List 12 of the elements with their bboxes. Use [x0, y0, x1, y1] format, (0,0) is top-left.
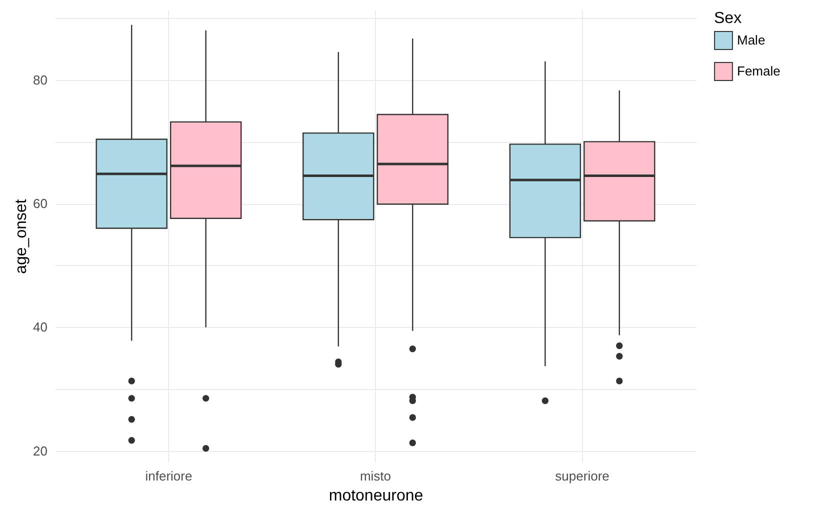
- x-tick-label: inferiore: [145, 468, 192, 484]
- x-axis-title: motoneurone: [328, 488, 424, 504]
- legend-label: Male: [737, 32, 766, 48]
- y-tick-label: 60: [33, 196, 48, 212]
- y-tick-label: 40: [33, 320, 48, 335]
- y-axis-title: age_onset: [13, 198, 30, 274]
- y-tick-label: 20: [33, 443, 48, 458]
- legend-title: Sex: [714, 10, 742, 27]
- legend-label: Female: [737, 64, 780, 78]
- y-tick-label: 80: [33, 72, 48, 88]
- x-tick-label: superiore: [555, 468, 610, 484]
- x-tick-label: misto: [360, 468, 392, 484]
